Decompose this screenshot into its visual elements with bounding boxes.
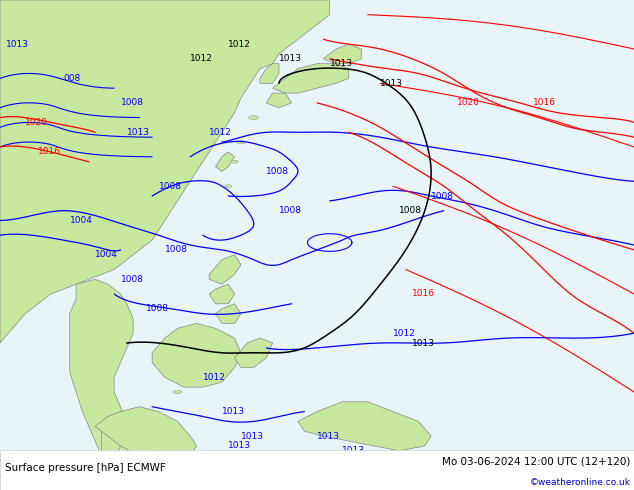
Text: 1016: 1016 xyxy=(533,98,555,107)
Text: 008: 008 xyxy=(63,74,81,83)
Text: 1013: 1013 xyxy=(6,40,29,49)
Text: Surface pressure [hPa] ECMWF: Surface pressure [hPa] ECMWF xyxy=(5,463,166,473)
Text: 1013: 1013 xyxy=(241,432,264,441)
Text: 1020: 1020 xyxy=(456,98,479,107)
Text: 1008: 1008 xyxy=(120,98,143,107)
Polygon shape xyxy=(236,141,245,144)
Polygon shape xyxy=(323,44,361,64)
Polygon shape xyxy=(273,64,349,93)
Text: 1012: 1012 xyxy=(209,128,232,137)
Text: 1013: 1013 xyxy=(127,128,150,137)
FancyBboxPatch shape xyxy=(0,450,634,490)
Polygon shape xyxy=(249,116,259,120)
Text: 1004: 1004 xyxy=(95,250,118,259)
Polygon shape xyxy=(298,402,431,451)
Polygon shape xyxy=(152,323,241,387)
Text: 1008: 1008 xyxy=(266,167,289,176)
Text: 1016: 1016 xyxy=(412,290,435,298)
Polygon shape xyxy=(266,93,292,108)
Text: 1020: 1020 xyxy=(25,118,48,127)
Text: 1012: 1012 xyxy=(203,373,226,382)
Polygon shape xyxy=(209,284,235,304)
Text: 1013: 1013 xyxy=(228,441,251,450)
Polygon shape xyxy=(209,255,241,284)
Text: 1008: 1008 xyxy=(120,275,143,284)
Polygon shape xyxy=(0,0,330,343)
Text: Mo 03-06-2024 12:00 UTC (12+120): Mo 03-06-2024 12:00 UTC (12+120) xyxy=(443,457,631,467)
Text: 1012: 1012 xyxy=(190,54,213,63)
Text: 1013: 1013 xyxy=(317,432,340,441)
Text: ©weatheronline.co.uk: ©weatheronline.co.uk xyxy=(530,478,631,487)
Polygon shape xyxy=(216,304,241,323)
Text: 1013: 1013 xyxy=(222,407,245,416)
Text: 1013: 1013 xyxy=(342,446,365,455)
Polygon shape xyxy=(224,185,232,188)
Polygon shape xyxy=(260,64,279,83)
Text: 1008: 1008 xyxy=(165,245,188,254)
Polygon shape xyxy=(235,338,273,368)
Text: 1004: 1004 xyxy=(70,216,93,225)
Text: 1013: 1013 xyxy=(279,54,302,63)
Text: 1008: 1008 xyxy=(431,192,454,200)
Text: 1008: 1008 xyxy=(279,206,302,215)
Text: 1012: 1012 xyxy=(228,40,251,49)
Polygon shape xyxy=(70,279,133,470)
Text: 1013: 1013 xyxy=(380,79,403,88)
Text: 1008: 1008 xyxy=(146,304,169,313)
Polygon shape xyxy=(95,407,197,461)
Polygon shape xyxy=(101,416,120,470)
Text: 1008: 1008 xyxy=(158,182,181,191)
Polygon shape xyxy=(231,160,238,163)
Text: 1013: 1013 xyxy=(330,59,353,68)
Text: 1012: 1012 xyxy=(393,329,416,338)
Polygon shape xyxy=(216,152,235,172)
Polygon shape xyxy=(139,451,228,470)
Text: 1008: 1008 xyxy=(399,206,422,215)
Text: 1013: 1013 xyxy=(108,471,131,480)
Polygon shape xyxy=(173,391,182,393)
Text: 1016: 1016 xyxy=(38,147,61,156)
Text: 1013: 1013 xyxy=(355,466,378,475)
Text: 1013: 1013 xyxy=(412,339,435,347)
